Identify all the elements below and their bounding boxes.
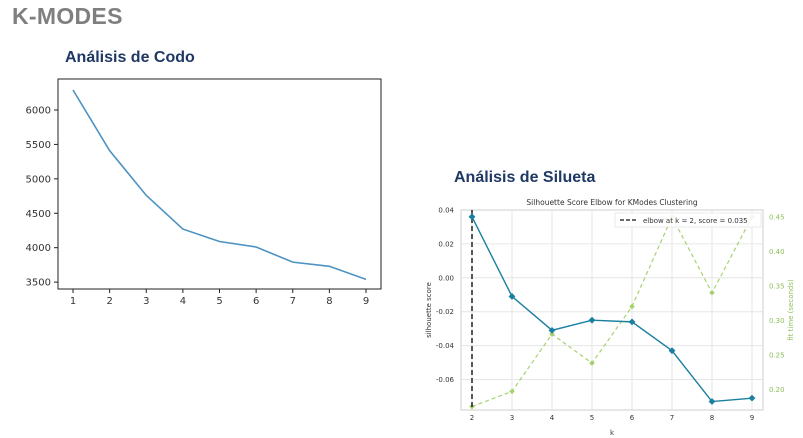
silhouette-y-tick-label: 0.04 bbox=[438, 207, 454, 215]
silhouette-y2-tick-label: 0.35 bbox=[769, 282, 785, 290]
elbow-x-tick-label: 2 bbox=[106, 296, 112, 307]
fit-time-series-line bbox=[471, 215, 753, 408]
silhouette-y2-tick-label: 0.40 bbox=[769, 248, 785, 256]
silhouette-x-ticks: 2 3 4 5 6 7 8 9 bbox=[470, 414, 754, 422]
legend-elbow-label: elbow at k = 2, score = 0.035 bbox=[643, 217, 748, 225]
silhouette-legend: elbow at k = 2, score = 0.035 bbox=[614, 212, 762, 228]
silhouette-point bbox=[468, 213, 476, 221]
silhouette-chart-title: Silhouette Score Elbow for KModes Cluste… bbox=[526, 198, 697, 207]
silhouette-point bbox=[548, 326, 556, 334]
elbow-x-tick-label: 1 bbox=[70, 296, 76, 307]
elbow-x-tick-label: 7 bbox=[290, 296, 296, 307]
elbow-y-ticks: 3500 4000 4500 5000 5500 6000 bbox=[26, 105, 58, 289]
silhouette-x-tick-label: 6 bbox=[630, 414, 635, 422]
fit-time-point bbox=[549, 331, 555, 337]
silhouette-x-tick-label: 3 bbox=[510, 414, 514, 422]
elbow-series-line bbox=[72, 89, 367, 281]
silhouette-section-title: Análisis de Silueta bbox=[454, 169, 596, 186]
elbow-x-tick-label: 6 bbox=[253, 296, 259, 307]
silhouette-y-tick-label: -0.06 bbox=[436, 376, 455, 384]
silhouette-x-tick-label: 2 bbox=[470, 414, 474, 422]
silhouette-x-tick-label: 9 bbox=[750, 414, 754, 422]
elbow-y-tick-label: 4500 bbox=[26, 209, 51, 220]
elbow-x-tick-label: 5 bbox=[216, 296, 222, 307]
silhouette-y2-tick-label: 0.30 bbox=[769, 317, 785, 325]
silhouette-point bbox=[628, 318, 636, 326]
elbow-y-tick-label: 6000 bbox=[26, 105, 51, 116]
elbow-x-tick-label: 4 bbox=[180, 296, 186, 307]
silhouette-x-tick-label: 4 bbox=[550, 414, 555, 422]
elbow-plot-frame bbox=[57, 78, 382, 290]
silhouette-point bbox=[508, 293, 516, 300]
elbow-x-tick-label: 3 bbox=[143, 296, 149, 307]
silhouette-y-ticks: -0.06 -0.04 -0.02 0.00 0.02 0.04 bbox=[436, 207, 455, 384]
fit-time-point bbox=[709, 289, 715, 296]
silhouette-plot-frame bbox=[460, 209, 764, 411]
elbow-section-title: Análisis de Codo bbox=[65, 49, 195, 66]
elbow-x-tick-label: 8 bbox=[326, 296, 332, 307]
silhouette-point bbox=[588, 316, 596, 324]
elbow-y-tick-label: 5000 bbox=[26, 174, 51, 185]
silhouette-series-line bbox=[471, 216, 753, 403]
silhouette-markers bbox=[468, 213, 756, 405]
silhouette-x-axis-label: k bbox=[610, 429, 615, 437]
silhouette-x-tick-label: 8 bbox=[710, 414, 714, 422]
silhouette-point bbox=[708, 398, 716, 405]
fit-time-point bbox=[509, 388, 515, 395]
silhouette-chart: Silhouette Score Elbow for KModes Cluste… bbox=[425, 198, 795, 437]
fit-time-point bbox=[629, 303, 635, 310]
elbow-chart: 1 2 3 4 5 6 7 8 9 3500 4000 4500 5000 5500 6000 bbox=[26, 78, 382, 307]
silhouette-y-tick-label: -0.02 bbox=[436, 308, 454, 316]
silhouette-y2-tick-label: 0.25 bbox=[769, 351, 785, 359]
silhouette-y2-tick-label: 0.45 bbox=[769, 213, 785, 221]
elbow-y-tick-label: 5500 bbox=[26, 140, 51, 151]
fit-time-point bbox=[589, 360, 595, 366]
silhouette-y2-axis-label: fit time (seconds) bbox=[787, 279, 795, 341]
legend-box bbox=[614, 212, 762, 228]
silhouette-y-tick-label: -0.04 bbox=[436, 342, 455, 350]
elbow-y-tick-label: 3500 bbox=[26, 278, 51, 289]
elbow-x-tick-label: 9 bbox=[363, 296, 369, 307]
silhouette-y2-ticks: 0.20 0.25 0.30 0.35 0.40 0.45 bbox=[769, 213, 785, 393]
silhouette-x-tick-label: 5 bbox=[590, 414, 594, 422]
silhouette-y-axis-label: silhouette score bbox=[425, 282, 433, 338]
silhouette-y2-tick-label: 0.20 bbox=[769, 386, 785, 394]
silhouette-y-tick-label: 0.02 bbox=[438, 240, 454, 248]
silhouette-y-tick-label: 0.00 bbox=[438, 274, 454, 282]
elbow-x-ticks: 1 2 3 4 5 6 7 8 9 bbox=[70, 289, 369, 307]
silhouette-x-tick-label: 7 bbox=[670, 414, 674, 422]
page-title: K-MODES bbox=[12, 3, 123, 29]
silhouette-point bbox=[668, 347, 676, 355]
elbow-y-tick-label: 4000 bbox=[26, 243, 51, 254]
silhouette-grid bbox=[461, 209, 763, 410]
silhouette-point bbox=[748, 394, 756, 402]
